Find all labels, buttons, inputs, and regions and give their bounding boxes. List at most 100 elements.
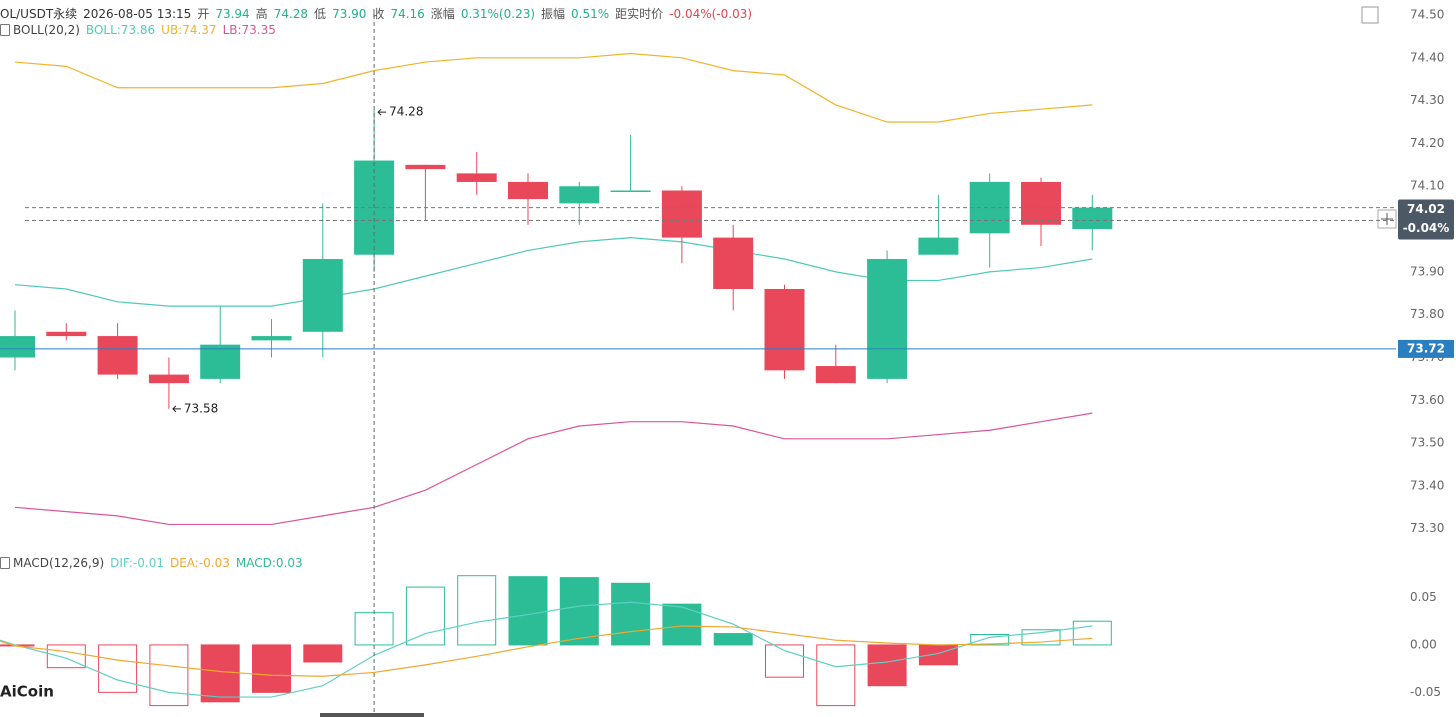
macd-bar xyxy=(662,603,702,646)
time-cursor-box xyxy=(320,713,424,717)
header-item: 74.16 xyxy=(390,6,425,21)
legend-entry: UB:74.37 xyxy=(161,23,217,37)
indicator-name: BOLL(20,2) xyxy=(13,23,80,37)
y-tick-label: 73.40 xyxy=(1410,478,1444,492)
candle-body xyxy=(713,237,754,289)
macd-bar xyxy=(303,644,343,663)
candle-body xyxy=(302,259,343,332)
macd-bar xyxy=(816,644,856,707)
y-tick-label: 73.80 xyxy=(1410,307,1444,321)
indicator-name: MACD(12,26,9) xyxy=(13,556,105,570)
add-icon xyxy=(1381,213,1393,225)
candle-body xyxy=(1072,207,1113,230)
annotation-arrow xyxy=(377,108,387,116)
header-item: 高 xyxy=(255,7,268,21)
header-item: 2026-08-05 13:15 xyxy=(83,6,192,21)
header-item: 距实时价 xyxy=(615,7,664,21)
annotation-arrow xyxy=(172,405,181,413)
legend-entry: LB:73.35 xyxy=(222,23,276,37)
header-item: 开 xyxy=(197,7,210,21)
legend-entry: DEA:-0.03 xyxy=(169,556,230,570)
indicator-icon xyxy=(0,24,10,36)
y-tick-label: 74.10 xyxy=(1410,179,1444,193)
header-item: 振幅 xyxy=(541,7,566,21)
y-tick-label: -0.05 xyxy=(1410,685,1441,699)
legend-entry: BOLL:73.86 xyxy=(85,23,156,37)
boll-line xyxy=(14,412,1093,526)
macd-bar xyxy=(508,576,548,646)
macd-bar xyxy=(457,575,497,646)
candle-body xyxy=(46,331,87,337)
candle-body xyxy=(764,288,805,371)
last-price-box xyxy=(1398,199,1454,240)
macd-bar xyxy=(970,634,1010,646)
candle-body xyxy=(559,186,600,204)
y-tick-label: 0.00 xyxy=(1410,637,1437,651)
watermark: AiCoin xyxy=(0,683,54,701)
candle-body xyxy=(200,344,241,379)
last-price-label: 74.02 xyxy=(1407,202,1445,216)
boll-legend: BOLL(20,2) BOLL:73.86 UB:74.37 LB:73.35 xyxy=(0,23,276,37)
extreme-label: 73.58 xyxy=(184,401,218,415)
header-item: OL/USDT永续 xyxy=(0,7,78,21)
candle-body xyxy=(867,259,908,379)
header-item: 0.31%(0.23) xyxy=(460,6,536,21)
macd-bar xyxy=(149,644,189,707)
candle-body xyxy=(610,190,651,193)
y-tick-label: 74.50 xyxy=(1410,7,1444,21)
header-item: 73.90 xyxy=(332,6,367,21)
price-line-box xyxy=(1398,339,1454,358)
candle-body xyxy=(456,173,497,182)
macd-line xyxy=(0,601,1093,698)
macd-bar xyxy=(713,633,753,646)
header-item: 73.94 xyxy=(215,6,250,21)
legend-entry: DIF:-0.01 xyxy=(110,556,164,570)
macd-bar xyxy=(200,644,240,703)
boll-line xyxy=(14,52,1093,123)
macd-bar xyxy=(765,644,804,678)
y-tick-label: 73.60 xyxy=(1410,393,1444,407)
header-item: -0.04%(-0.03) xyxy=(669,6,753,21)
macd-line xyxy=(0,625,1093,677)
y-tick-label: 73.50 xyxy=(1410,436,1444,450)
candle-body xyxy=(969,181,1010,234)
candle-body xyxy=(1021,181,1061,225)
candle-body xyxy=(508,181,548,200)
fullscreen-icon[interactable] xyxy=(1361,6,1379,24)
extreme-label: 74.28 xyxy=(389,105,423,119)
header-item: 涨幅 xyxy=(430,7,455,21)
candle-body xyxy=(0,336,35,358)
last-change-label: -0.04% xyxy=(1403,221,1450,235)
boll-line xyxy=(14,237,1093,307)
macd-bar xyxy=(1021,629,1061,646)
header: OL/USDT永续 2026-08-05 13:15 开 73.94 高 74.28 低 73… xyxy=(0,5,752,22)
price-line-label: 73.72 xyxy=(1407,341,1445,355)
indicator-icon xyxy=(0,557,10,569)
macd-bar xyxy=(252,644,291,693)
y-tick-label: 0.05 xyxy=(1410,590,1437,604)
candle-body xyxy=(97,336,138,375)
candle-body xyxy=(251,336,292,341)
header-item: 低 xyxy=(314,7,327,21)
macd-bar xyxy=(46,644,86,669)
macd-bar xyxy=(1072,620,1112,646)
candle-body xyxy=(815,366,856,384)
macd-legend: MACD(12,26,9) DIF:-0.01 DEA:-0.03 MACD:0.0… xyxy=(0,556,303,570)
macd-bar xyxy=(559,577,599,646)
macd-bar xyxy=(405,586,445,646)
header-item: 0.51% xyxy=(571,6,610,21)
y-tick-label: 73.90 xyxy=(1410,264,1444,278)
macd-bar xyxy=(867,644,907,687)
candle-body xyxy=(918,237,959,255)
header-item: 收 xyxy=(372,7,385,21)
y-tick-label: 74.20 xyxy=(1410,136,1444,150)
y-tick-label: 74.40 xyxy=(1410,50,1444,64)
candle-body xyxy=(405,164,446,170)
legend-entry: MACD:0.03 xyxy=(235,556,303,570)
macd-bar xyxy=(611,582,651,646)
candle-body xyxy=(148,374,189,384)
candle-body xyxy=(661,190,702,238)
